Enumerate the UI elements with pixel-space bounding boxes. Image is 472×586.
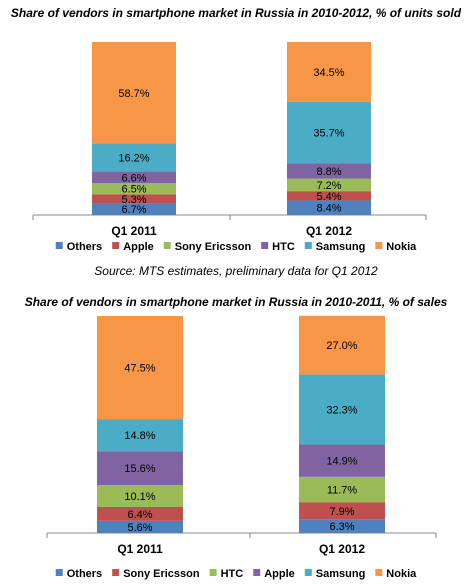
data-label: 47.5% [124,363,155,375]
data-label: 7.2% [316,180,341,192]
category-label: Q1 2012 [319,542,365,556]
legend-label: Others [67,568,102,580]
data-label: 6.6% [121,172,146,184]
bar-segment-nokia [287,42,371,102]
chart-title: Share of vendors in smartphone market in… [24,295,448,309]
bar-segment-apple [92,194,176,204]
data-label: 27.0% [326,340,357,352]
data-label: 6.3% [329,521,354,533]
bar-segment-htc [287,163,371,179]
bar-segment-apple [97,451,183,486]
data-label: 14.9% [326,456,357,468]
legend-swatch [261,242,269,249]
category-label: Q1 2011 [111,224,157,238]
chart-title: Share of vendors in smartphone market in… [10,6,462,20]
data-label: 34.5% [313,67,344,79]
bar-segment-apple [299,444,385,477]
data-label: 14.8% [124,430,155,442]
legend-label: Others [67,241,102,253]
legend-label: HTC [221,568,244,580]
data-label: 8.8% [316,166,341,178]
bar-segment-others [287,200,371,215]
bar-segment-sony-ericsson [299,502,385,520]
data-label: 6.7% [121,204,146,216]
legend-label: Nokia [386,241,417,253]
bar-segment-htc [92,171,176,183]
data-label: 8.4% [316,203,341,215]
bar-segment-others [299,519,385,533]
legend-label: Apple [123,241,154,253]
legend-swatch [304,242,312,249]
data-label: 7.9% [329,506,354,518]
legend-label: Samsung [316,568,366,580]
bar-segment-others [97,520,183,533]
data-label: 10.1% [124,491,155,503]
bar-segment-nokia [92,42,176,144]
legend-swatch [375,242,383,249]
legend-label: Nokia [386,568,417,580]
bar-segment-sony-ericsson [92,182,176,195]
bar-segment-samsung [97,419,183,452]
legend-swatch [209,569,217,576]
legend-swatch [112,569,120,576]
data-label: 5.6% [127,522,152,534]
bar-segment-htc [97,485,183,507]
data-label: 6.4% [127,509,152,521]
legend-label: Apple [264,568,295,580]
bar-segment-htc [299,476,385,503]
data-label: 15.6% [124,463,155,475]
bar-segment-samsung [299,374,385,445]
data-label: 11.7% [327,484,358,496]
legend-label: Samsung [316,241,366,253]
legend-swatch [55,242,63,249]
bar-segment-nokia [299,315,385,375]
data-label: 58.7% [118,88,149,100]
chart-source: Source: MTS estimates, preliminary data … [94,264,378,278]
data-label: 5.4% [316,191,341,203]
legend-swatch [253,569,261,576]
legend-label: Sony Ericsson [123,568,200,580]
legend-swatch [163,242,171,249]
legend-label: HTC [272,241,295,253]
category-label: Q1 2011 [117,542,163,556]
legend-swatch [55,569,63,576]
data-label: 16.2% [118,153,149,165]
bar-segment-nokia [97,316,183,420]
bar-segment-sony-ericsson [287,178,371,192]
legend-swatch [304,569,312,576]
data-label: 5.3% [121,194,146,206]
units-sold-chart: 6.7%5.3%6.5%6.6% 16.2% 58.7% Q1 2011 8.4%5.4… [32,42,427,253]
bar-segment-samsung [287,101,371,164]
bar-segment-sony-ericsson [97,506,183,521]
data-label: 6.5% [121,184,146,196]
legend-swatch [112,242,120,249]
bar-segment-apple [287,191,371,201]
category-label: Q1 2012 [306,224,352,238]
data-label: 32.3% [326,404,357,416]
bar-segment-samsung [92,143,176,172]
data-label: 35.7% [313,128,344,140]
bar-segment-others [92,203,176,215]
legend-swatch [375,569,383,576]
legend-label: Sony Ericsson [175,241,252,253]
